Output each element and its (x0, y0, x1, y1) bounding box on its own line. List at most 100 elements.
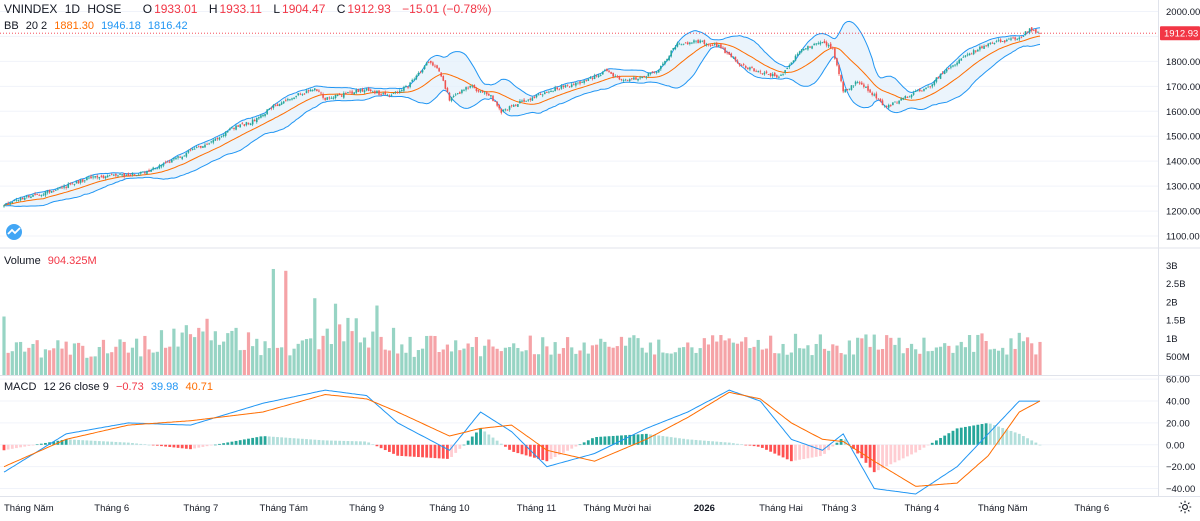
volume-bar (578, 350, 582, 375)
candle-body (123, 173, 125, 177)
candle-body (784, 70, 786, 73)
candle-body (742, 64, 745, 66)
volume-legend[interactable]: Volume 904.325M (4, 254, 101, 268)
macd-histogram-bar (868, 444, 872, 468)
candle-body (71, 183, 74, 185)
candle-body (972, 50, 975, 55)
candle-body (782, 73, 784, 75)
candle-body (678, 43, 681, 45)
candle-body (543, 92, 546, 95)
symbol-name[interactable]: VNINDEX (4, 2, 58, 16)
candle-body (129, 174, 132, 177)
candle-body (314, 88, 316, 91)
candle-body (146, 171, 148, 174)
macd-histogram-bar (317, 439, 321, 445)
candle-body (278, 103, 281, 107)
candle-body (237, 125, 239, 127)
candle-body (674, 46, 677, 50)
candle-body (705, 43, 708, 46)
macd-histogram-bar (736, 443, 739, 445)
candle-body (703, 40, 706, 45)
price-tick-label: 1400.00 (1166, 157, 1200, 168)
macd-histogram-bar (686, 439, 690, 445)
candle-body (361, 88, 364, 92)
macd-histogram-bar (23, 444, 27, 447)
macd-signal-line (3, 391, 1041, 487)
volume-bar (665, 353, 669, 375)
volume-bar (188, 334, 193, 375)
volume-bar (118, 339, 122, 375)
macd-histogram-bar (702, 440, 706, 445)
candle-body (813, 43, 815, 46)
macd-histogram-bar (632, 434, 636, 445)
candle-body (902, 97, 905, 100)
candle-body (456, 93, 459, 94)
volume-bar (963, 347, 968, 375)
candle-body (253, 120, 256, 122)
candle-body (533, 96, 536, 99)
candle-body (724, 47, 726, 54)
macd-histogram-bar (897, 444, 901, 461)
candle-body (336, 94, 339, 97)
candle-body (807, 46, 809, 50)
candle-body (885, 105, 888, 107)
volume-bar (43, 349, 48, 375)
macd-layer (2, 389, 1042, 495)
volume-bar (532, 354, 537, 375)
candle-body (689, 42, 691, 44)
candle-body (23, 197, 26, 200)
macd-histogram-bar (164, 444, 168, 447)
time-tick-label: Tháng 6 (94, 503, 129, 514)
macd-histogram-bar (566, 444, 569, 451)
candle-body (802, 48, 805, 51)
candle-body (744, 66, 747, 68)
candle-body (181, 156, 183, 159)
macd-histogram-bar (1001, 428, 1005, 445)
settings-gear-icon[interactable] (1178, 500, 1192, 514)
macd-histogram-bar (417, 444, 420, 458)
candle-body (767, 74, 770, 75)
macd-legend[interactable]: MACD 12 26 close 9 −0.73 39.98 40.71 (4, 380, 217, 394)
candle-body (334, 94, 337, 99)
volume-bar (168, 346, 172, 375)
macd-histogram-bar (102, 441, 105, 445)
candle-body (765, 71, 768, 73)
open-value: 1933.01 (154, 2, 198, 16)
bb-legend[interactable]: BB 20 2 1881.30 1946.18 1816.42 (4, 19, 192, 33)
candle-body (510, 105, 513, 107)
macd-histogram-bar (806, 444, 810, 459)
volume-bar (209, 340, 213, 375)
candle-body (156, 168, 159, 170)
candle-body (653, 71, 656, 73)
candle-body (670, 50, 672, 57)
candle-body (485, 92, 488, 95)
candle-body (985, 45, 987, 47)
candle-body (726, 52, 728, 54)
volume-bar (694, 352, 698, 375)
volume-bar (628, 337, 632, 375)
candle-body (5, 204, 7, 205)
candle-body (303, 93, 306, 95)
tradingview-logo-icon[interactable] (4, 224, 24, 240)
candle-body (962, 56, 965, 58)
macd-tick-label: −20.00 (1166, 462, 1195, 473)
volume-bar (242, 349, 246, 375)
volume-bar (673, 352, 677, 375)
candle-body (407, 86, 409, 88)
macd-histogram-bar (1017, 433, 1021, 445)
candle-body (879, 98, 882, 102)
macd-histogram-bar (872, 444, 876, 473)
volume-bar (528, 335, 532, 375)
candle-body (274, 105, 277, 107)
candle-body (734, 56, 737, 61)
candle-body (850, 85, 853, 90)
macd-histogram-bar (309, 439, 313, 445)
candle-body (454, 94, 457, 96)
candle-body (471, 85, 474, 87)
interval-label[interactable]: 1D (64, 2, 81, 16)
candle-body (173, 158, 175, 160)
candle-body (59, 187, 61, 189)
volume-bar (938, 346, 943, 375)
